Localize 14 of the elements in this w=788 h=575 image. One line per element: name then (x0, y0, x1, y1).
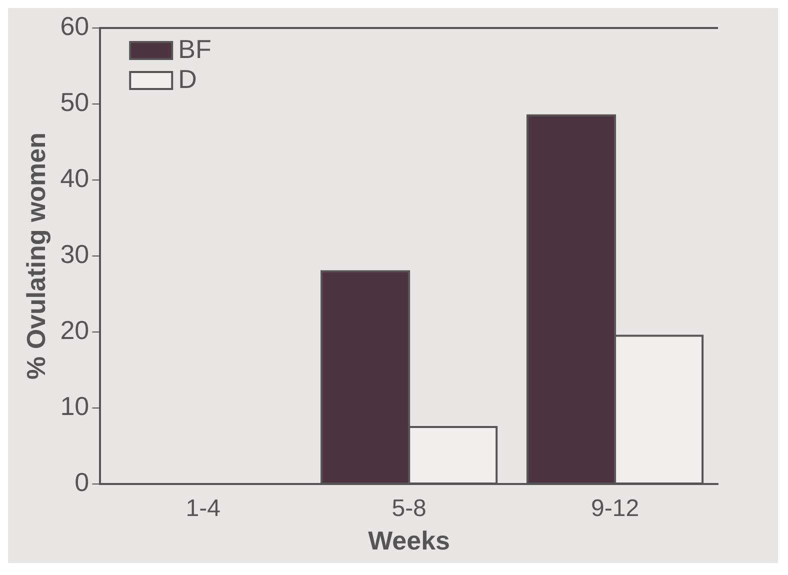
legend-label: BF (178, 34, 212, 64)
y-axis-title: % Ovulating women (20, 132, 51, 380)
x-tick-label: 1-4 (186, 495, 220, 522)
x-tick-label: 5-8 (392, 495, 426, 522)
y-tick-label: 50 (60, 87, 90, 118)
y-tick-label: 10 (60, 391, 90, 422)
y-tick-label: 20 (60, 315, 90, 346)
y-tick-label: 60 (60, 11, 90, 42)
x-axis-title: Weeks (368, 526, 450, 556)
legend-label: D (178, 64, 197, 94)
y-tick-label: 30 (60, 239, 90, 270)
y-tick-label: 40 (60, 163, 90, 194)
x-tick-label: 9-12 (590, 495, 640, 522)
y-tick-label: 0 (74, 467, 90, 498)
